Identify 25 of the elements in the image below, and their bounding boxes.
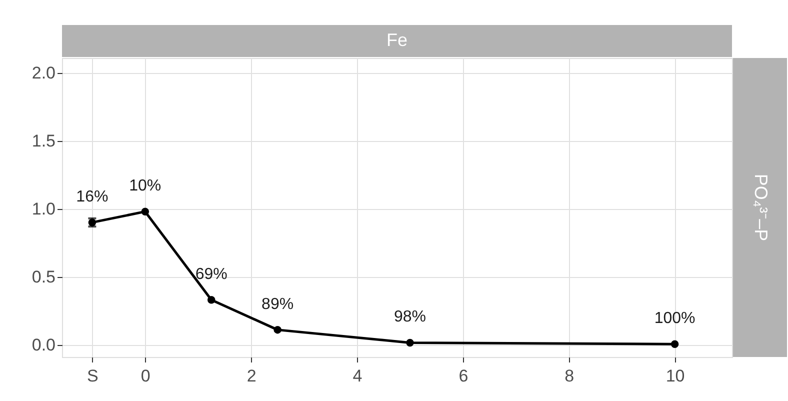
point	[207, 296, 216, 304]
y-tick-label: 0.0	[32, 335, 56, 354]
x-tick-label: 2	[246, 366, 256, 386]
x-tick-label: 6	[458, 366, 468, 386]
annotation: 69%	[195, 266, 228, 283]
point	[670, 340, 679, 348]
y2-axis-title: PO₄³⁻–P	[751, 174, 771, 242]
y-tick-label: 1.0	[32, 199, 56, 218]
annotation: 89%	[262, 296, 294, 313]
x-tick-label: 4	[352, 366, 362, 386]
y-tick-label: 1.5	[32, 131, 56, 150]
x-tick-label: 8	[564, 366, 574, 386]
point	[406, 338, 414, 347]
point	[274, 326, 282, 334]
annotation: 98%	[394, 308, 426, 326]
x-tick-label: S	[87, 366, 98, 386]
y-tick-label: 0.5	[32, 267, 56, 286]
point	[141, 208, 150, 216]
x-tick-label: 10	[666, 366, 685, 386]
annotation: 16%	[76, 188, 108, 206]
y-tick-label: 2.0	[32, 63, 56, 82]
annotation: 100%	[654, 310, 696, 328]
chart-title: Fe	[386, 30, 408, 50]
annotation: 10%	[129, 178, 162, 195]
x-tick-label: 0	[140, 366, 150, 386]
